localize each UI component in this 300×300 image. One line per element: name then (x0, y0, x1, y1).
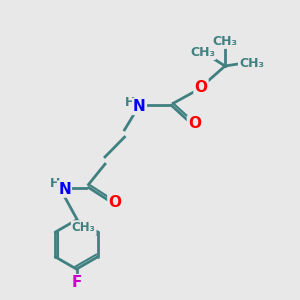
Text: CH₃: CH₃ (190, 46, 215, 59)
Text: O: O (194, 80, 208, 94)
Text: H: H (50, 177, 61, 190)
Text: O: O (108, 195, 122, 210)
Text: N: N (133, 99, 146, 114)
Text: N: N (58, 182, 71, 196)
Text: CH₃: CH₃ (239, 56, 264, 70)
Text: CH₃: CH₃ (72, 221, 96, 234)
Text: CH₃: CH₃ (212, 35, 238, 48)
Text: H: H (125, 95, 136, 109)
Text: O: O (188, 116, 201, 131)
Text: F: F (71, 275, 82, 290)
